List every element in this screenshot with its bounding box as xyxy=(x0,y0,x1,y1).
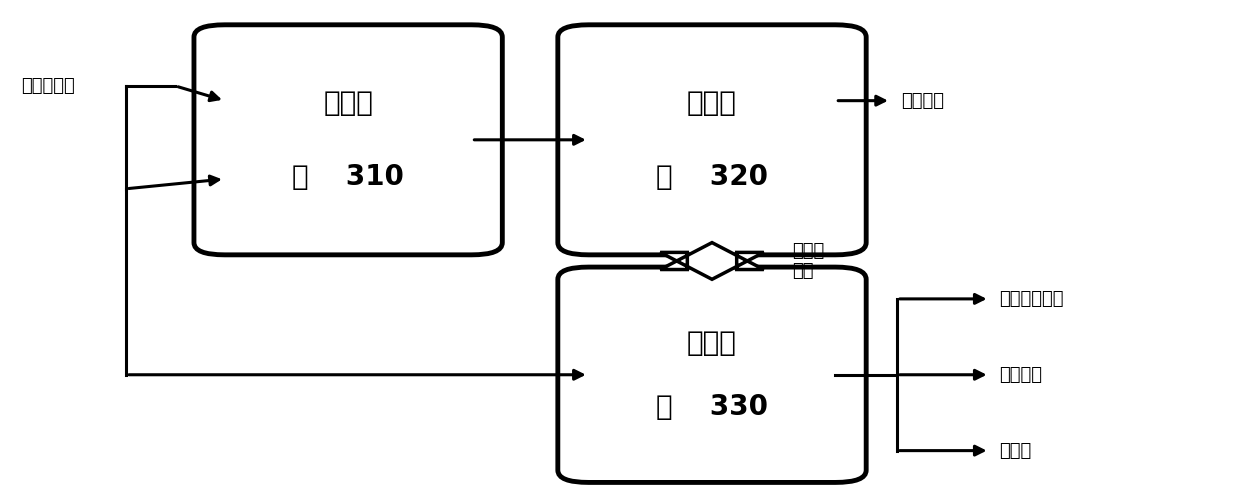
Text: 级联单: 级联单 xyxy=(323,89,373,117)
Text: 元: 元 xyxy=(292,162,317,191)
Text: 量分数: 量分数 xyxy=(1000,442,1032,460)
Polygon shape xyxy=(660,243,763,279)
FancyBboxPatch shape xyxy=(195,25,502,255)
Text: 元: 元 xyxy=(655,162,681,191)
Text: 分割单: 分割单 xyxy=(688,89,737,117)
Text: 回归单: 回归单 xyxy=(688,329,737,357)
Text: 阿格斯顿分数: 阿格斯顿分数 xyxy=(1000,290,1064,308)
Text: 体积分数: 体积分数 xyxy=(1000,366,1042,384)
Text: 下采样图像: 下采样图像 xyxy=(21,77,76,95)
Text: 330: 330 xyxy=(681,393,768,421)
Text: 320: 320 xyxy=(681,162,768,191)
Text: 多任务
学习: 多任务 学习 xyxy=(792,242,824,280)
Text: 310: 310 xyxy=(317,162,404,191)
FancyBboxPatch shape xyxy=(558,25,866,255)
Text: 元: 元 xyxy=(655,393,681,421)
Text: 馒化分析: 馒化分析 xyxy=(901,92,944,110)
FancyBboxPatch shape xyxy=(558,267,866,483)
